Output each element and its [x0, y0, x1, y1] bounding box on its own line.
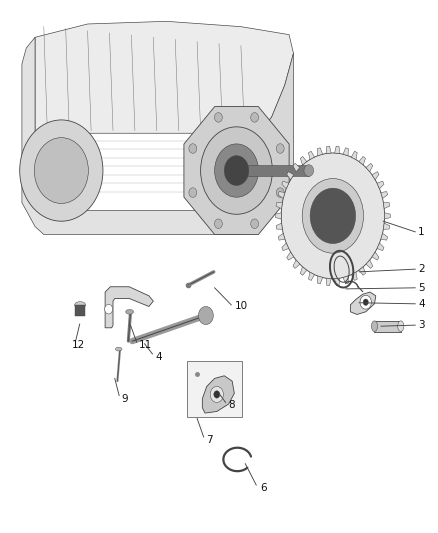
Circle shape: [215, 219, 223, 229]
Circle shape: [302, 179, 364, 253]
Polygon shape: [293, 260, 300, 269]
Text: 4: 4: [418, 299, 425, 309]
Text: 4: 4: [155, 352, 162, 362]
Circle shape: [251, 219, 258, 229]
Ellipse shape: [126, 309, 134, 314]
Polygon shape: [351, 151, 357, 159]
Circle shape: [198, 306, 213, 325]
Polygon shape: [377, 243, 384, 251]
Polygon shape: [105, 287, 153, 328]
Circle shape: [214, 391, 220, 398]
Polygon shape: [282, 181, 289, 189]
Circle shape: [281, 153, 385, 279]
Text: 1: 1: [418, 227, 425, 237]
Polygon shape: [300, 157, 307, 165]
Polygon shape: [383, 223, 390, 229]
Polygon shape: [276, 223, 283, 229]
Text: 2: 2: [418, 264, 425, 274]
Circle shape: [189, 188, 197, 197]
Text: 8: 8: [228, 400, 234, 410]
Polygon shape: [287, 252, 294, 260]
Polygon shape: [385, 213, 390, 219]
Text: 9: 9: [122, 394, 128, 403]
Polygon shape: [300, 266, 307, 275]
Bar: [187, 361, 242, 417]
Polygon shape: [366, 260, 373, 269]
Polygon shape: [35, 21, 293, 133]
Ellipse shape: [116, 348, 122, 351]
Polygon shape: [372, 252, 379, 260]
Polygon shape: [308, 151, 314, 159]
Polygon shape: [318, 148, 323, 156]
Circle shape: [215, 144, 258, 197]
Circle shape: [20, 120, 103, 221]
Polygon shape: [343, 276, 348, 284]
Text: 7: 7: [206, 435, 212, 445]
Polygon shape: [326, 278, 331, 286]
Text: 10: 10: [234, 302, 247, 311]
Circle shape: [251, 112, 258, 122]
Polygon shape: [278, 191, 285, 198]
Ellipse shape: [398, 321, 404, 332]
Circle shape: [34, 138, 88, 204]
Polygon shape: [366, 163, 373, 172]
Text: 6: 6: [261, 483, 267, 492]
Circle shape: [210, 386, 223, 402]
Circle shape: [201, 127, 272, 214]
Text: 3: 3: [418, 320, 425, 330]
Polygon shape: [276, 203, 283, 208]
Polygon shape: [377, 181, 384, 189]
Circle shape: [224, 156, 249, 185]
Text: 5: 5: [418, 283, 425, 293]
Ellipse shape: [74, 302, 85, 308]
Polygon shape: [350, 292, 376, 314]
Polygon shape: [282, 243, 289, 251]
Circle shape: [276, 144, 284, 154]
Polygon shape: [287, 172, 294, 180]
Polygon shape: [241, 53, 293, 211]
Polygon shape: [359, 157, 365, 165]
Polygon shape: [318, 276, 323, 284]
Polygon shape: [343, 148, 348, 156]
Text: 11: 11: [139, 341, 152, 350]
Circle shape: [304, 165, 314, 176]
Polygon shape: [326, 146, 331, 154]
Circle shape: [276, 188, 284, 197]
Circle shape: [215, 112, 223, 122]
Polygon shape: [383, 203, 390, 208]
Polygon shape: [381, 191, 388, 198]
Polygon shape: [359, 266, 365, 275]
Polygon shape: [278, 233, 285, 240]
Polygon shape: [335, 278, 340, 286]
Polygon shape: [276, 213, 281, 219]
Polygon shape: [335, 146, 340, 154]
Polygon shape: [184, 107, 289, 235]
Polygon shape: [293, 163, 300, 172]
Circle shape: [363, 299, 368, 305]
Polygon shape: [351, 272, 357, 280]
Polygon shape: [202, 376, 234, 413]
Circle shape: [105, 304, 113, 314]
Circle shape: [189, 144, 197, 154]
Polygon shape: [308, 272, 314, 280]
Bar: [374, 321, 401, 332]
Polygon shape: [22, 37, 241, 235]
Polygon shape: [372, 172, 379, 180]
Ellipse shape: [371, 321, 378, 332]
Circle shape: [360, 295, 371, 309]
Polygon shape: [381, 233, 388, 240]
Bar: [247, 165, 309, 176]
Circle shape: [310, 188, 356, 244]
Text: 12: 12: [72, 341, 85, 350]
Bar: [75, 305, 85, 316]
